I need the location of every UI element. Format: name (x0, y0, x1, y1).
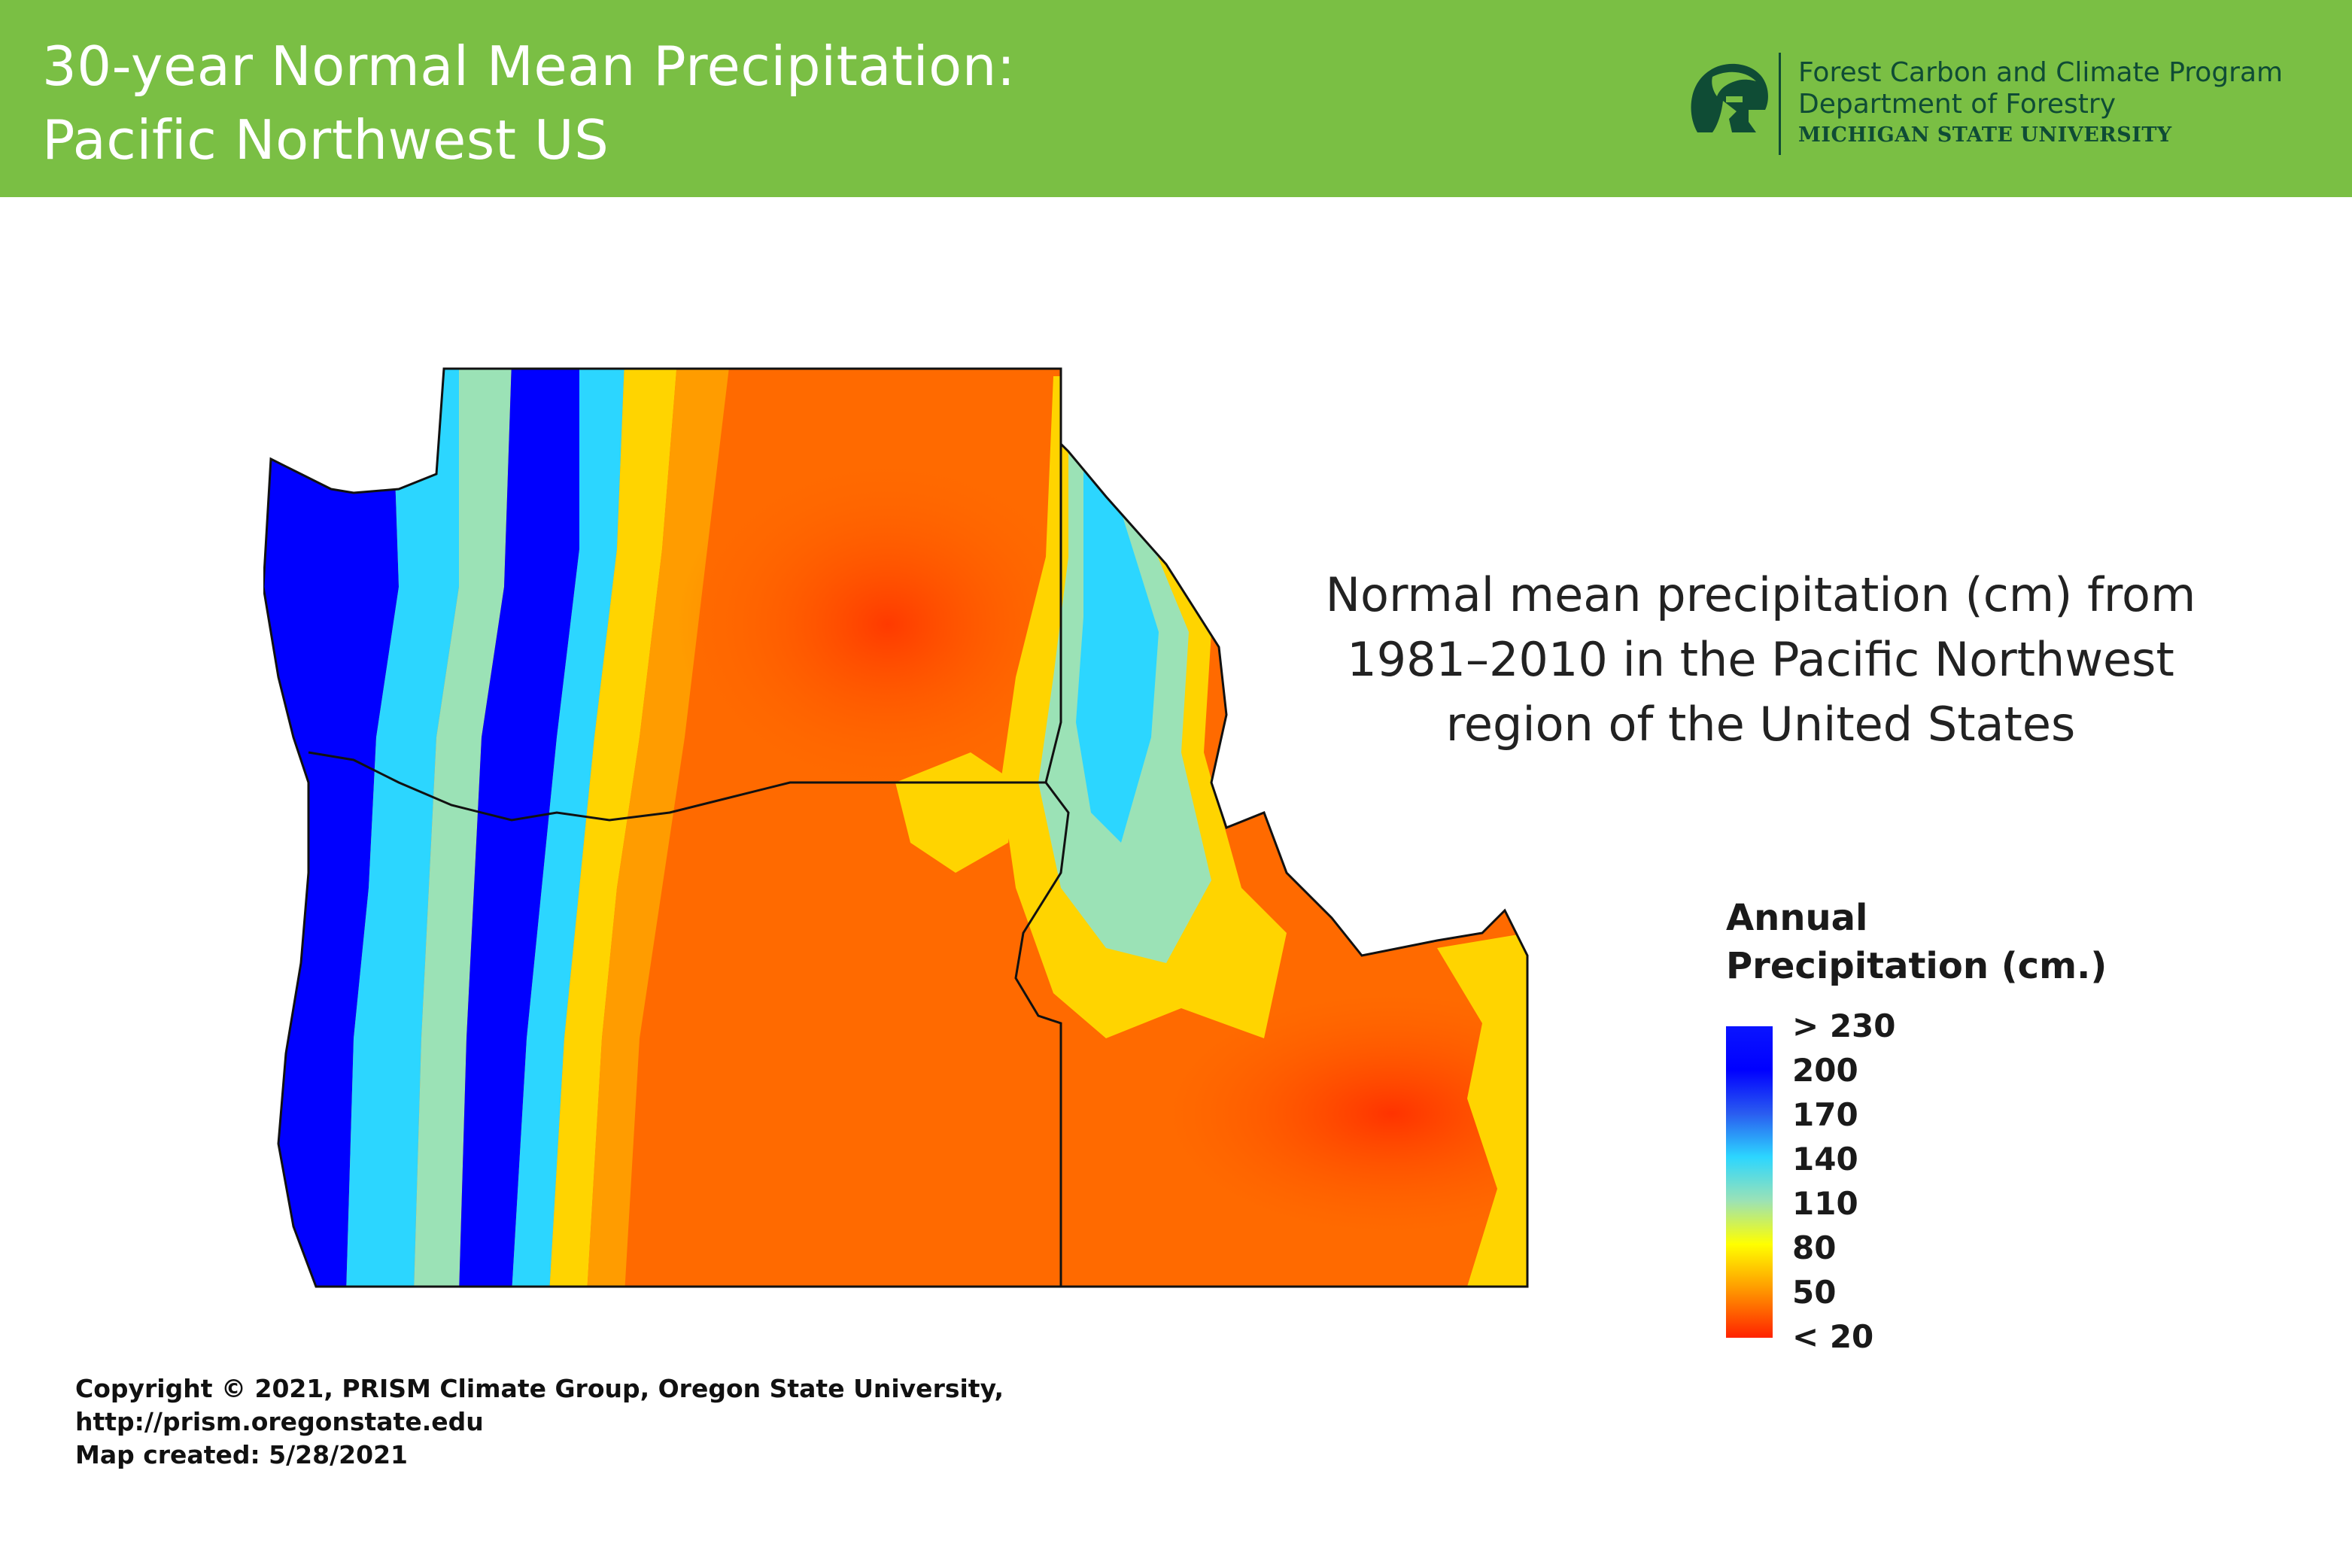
state-border-or-id (1014, 782, 1070, 1287)
precip-raster (263, 369, 1527, 1287)
legend-title-line-2: Precipitation (cm.) (1726, 945, 2107, 987)
org-program-name: Forest Carbon and Climate Program (1798, 57, 2284, 88)
legend-title-line-1: Annual (1726, 897, 1868, 939)
state-border-wa-id (1044, 369, 1062, 783)
legend-label-140: 140 (1792, 1141, 1858, 1178)
logo-divider (1779, 53, 1781, 155)
legend-label-50: 50 (1792, 1274, 1837, 1311)
legend-label-20: < 20 (1792, 1318, 1874, 1355)
legend-label-200: 200 (1792, 1052, 1858, 1089)
precipitation-map (263, 367, 1529, 1288)
description-line-3: region of the United States (1445, 697, 2076, 752)
page-title-line-2: Pacific Northwest US (42, 108, 609, 172)
spartan-helmet-icon (1691, 63, 1768, 132)
legend-label-170: 170 (1792, 1096, 1858, 1133)
legend-label-110: 110 (1792, 1185, 1858, 1222)
source-url: http://prism.oregonstate.edu (75, 1407, 484, 1436)
org-department-name: Department of Forestry (1798, 89, 2116, 120)
map-created-date: Map created: 5/28/2021 (75, 1440, 409, 1469)
legend-title: Annual Precipitation (cm.) (1726, 894, 2107, 990)
description-line-2: 1981–2010 in the Pacific Northwest (1347, 632, 2174, 687)
legend-label-230: > 230 (1792, 1007, 1896, 1044)
description-line-1: Normal mean precipitation (cm) from (1325, 567, 2196, 622)
header-bar: 30-year Normal Mean Precipitation: Pacif… (0, 0, 2352, 197)
page-title-line-1: 30-year Normal Mean Precipitation: (42, 35, 1016, 98)
legend-color-bar (1726, 1026, 1773, 1338)
legend-label-80: 80 (1792, 1229, 1837, 1266)
copyright-line: Copyright © 2021, PRISM Climate Group, O… (75, 1374, 1004, 1403)
state-border-wa-or (308, 751, 1046, 822)
copyright-block: Copyright © 2021, PRISM Climate Group, O… (75, 1372, 1004, 1472)
region-outline (263, 367, 1529, 1288)
map-description: Normal mean precipitation (cm) from 1981… (1234, 563, 2287, 757)
org-university-name: MICHIGAN STATE UNIVERSITY (1798, 123, 2172, 147)
